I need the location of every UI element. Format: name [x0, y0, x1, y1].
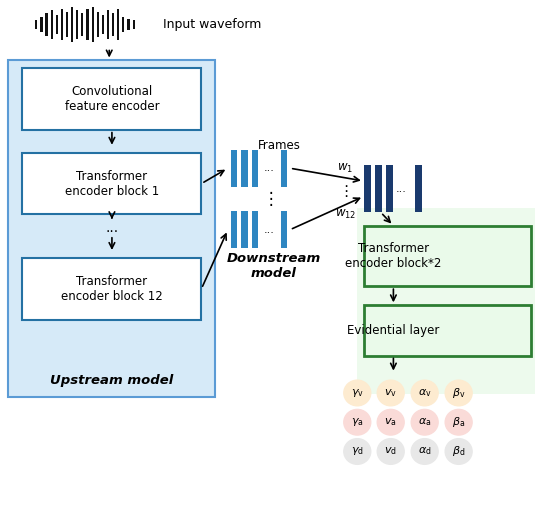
FancyBboxPatch shape [415, 165, 422, 212]
Circle shape [411, 380, 438, 406]
FancyBboxPatch shape [35, 20, 37, 28]
Circle shape [344, 380, 371, 406]
FancyBboxPatch shape [112, 13, 114, 36]
FancyBboxPatch shape [66, 12, 68, 37]
Text: ...: ... [263, 163, 274, 173]
FancyBboxPatch shape [122, 17, 125, 32]
Circle shape [411, 409, 438, 435]
FancyBboxPatch shape [22, 153, 202, 214]
Text: $w_{12}$: $w_{12}$ [335, 208, 356, 221]
FancyBboxPatch shape [230, 150, 237, 187]
FancyBboxPatch shape [251, 150, 258, 187]
Text: ...: ... [105, 221, 119, 235]
FancyBboxPatch shape [92, 7, 94, 42]
Circle shape [344, 409, 371, 435]
FancyBboxPatch shape [71, 7, 73, 42]
Text: $v_\mathrm{d}$: $v_\mathrm{d}$ [384, 446, 397, 457]
Text: $v_\mathrm{v}$: $v_\mathrm{v}$ [384, 387, 397, 399]
Text: $\alpha_\mathrm{a}$: $\alpha_\mathrm{a}$ [418, 416, 431, 428]
FancyBboxPatch shape [364, 165, 371, 212]
Text: $\alpha_\mathrm{v}$: $\alpha_\mathrm{v}$ [418, 387, 431, 399]
Text: $\beta_\mathrm{a}$: $\beta_\mathrm{a}$ [452, 415, 465, 429]
FancyBboxPatch shape [230, 211, 237, 248]
Text: Frames: Frames [257, 139, 300, 152]
Text: ...: ... [396, 184, 407, 194]
FancyBboxPatch shape [96, 12, 99, 37]
FancyBboxPatch shape [102, 15, 104, 34]
Circle shape [377, 439, 404, 464]
Circle shape [445, 439, 472, 464]
Text: ...: ... [263, 225, 274, 235]
Text: Transformer
encoder block 1: Transformer encoder block 1 [65, 170, 159, 198]
Text: Downstream
model: Downstream model [227, 252, 321, 280]
FancyBboxPatch shape [8, 60, 216, 397]
FancyBboxPatch shape [364, 305, 531, 356]
FancyBboxPatch shape [386, 165, 393, 212]
Circle shape [445, 380, 472, 406]
Text: $v_\mathrm{a}$: $v_\mathrm{a}$ [384, 416, 397, 428]
Text: Upstream model: Upstream model [50, 374, 173, 386]
FancyBboxPatch shape [61, 9, 63, 40]
Text: $w_1$: $w_1$ [337, 162, 353, 175]
Text: Evidential layer: Evidential layer [347, 324, 440, 337]
Text: Convolutional
feature encoder: Convolutional feature encoder [64, 85, 159, 113]
Text: Transformer
encoder block*2: Transformer encoder block*2 [345, 242, 442, 270]
FancyBboxPatch shape [241, 211, 248, 248]
Circle shape [377, 380, 404, 406]
FancyBboxPatch shape [87, 9, 88, 40]
FancyBboxPatch shape [40, 18, 42, 31]
Text: $\beta_\mathrm{v}$: $\beta_\mathrm{v}$ [452, 386, 466, 400]
Circle shape [411, 439, 438, 464]
FancyBboxPatch shape [50, 10, 53, 39]
FancyBboxPatch shape [76, 10, 79, 39]
Text: ⋮: ⋮ [263, 190, 279, 208]
FancyBboxPatch shape [22, 258, 202, 319]
FancyBboxPatch shape [127, 20, 130, 29]
Circle shape [344, 439, 371, 464]
FancyBboxPatch shape [281, 211, 287, 248]
FancyBboxPatch shape [56, 15, 58, 34]
FancyBboxPatch shape [117, 9, 119, 40]
FancyBboxPatch shape [107, 10, 109, 39]
Text: Transformer
encoder block 12: Transformer encoder block 12 [61, 275, 163, 303]
FancyBboxPatch shape [81, 13, 83, 36]
Text: $\gamma_\mathrm{d}$: $\gamma_\mathrm{d}$ [351, 445, 364, 458]
Text: ⋮: ⋮ [338, 184, 353, 199]
FancyBboxPatch shape [375, 165, 382, 212]
FancyBboxPatch shape [46, 13, 48, 36]
FancyBboxPatch shape [241, 150, 248, 187]
Text: $\gamma_\mathrm{v}$: $\gamma_\mathrm{v}$ [351, 387, 364, 399]
Text: $\gamma_\mathrm{a}$: $\gamma_\mathrm{a}$ [351, 416, 364, 428]
FancyBboxPatch shape [364, 225, 531, 286]
Text: Input waveform: Input waveform [163, 18, 262, 31]
Circle shape [445, 409, 472, 435]
FancyBboxPatch shape [281, 150, 287, 187]
FancyBboxPatch shape [22, 68, 202, 130]
Text: $\beta_\mathrm{d}$: $\beta_\mathrm{d}$ [452, 444, 466, 459]
FancyBboxPatch shape [133, 20, 135, 28]
FancyBboxPatch shape [251, 211, 258, 248]
Circle shape [377, 409, 404, 435]
FancyBboxPatch shape [357, 208, 535, 394]
Text: $\alpha_\mathrm{d}$: $\alpha_\mathrm{d}$ [418, 446, 431, 457]
